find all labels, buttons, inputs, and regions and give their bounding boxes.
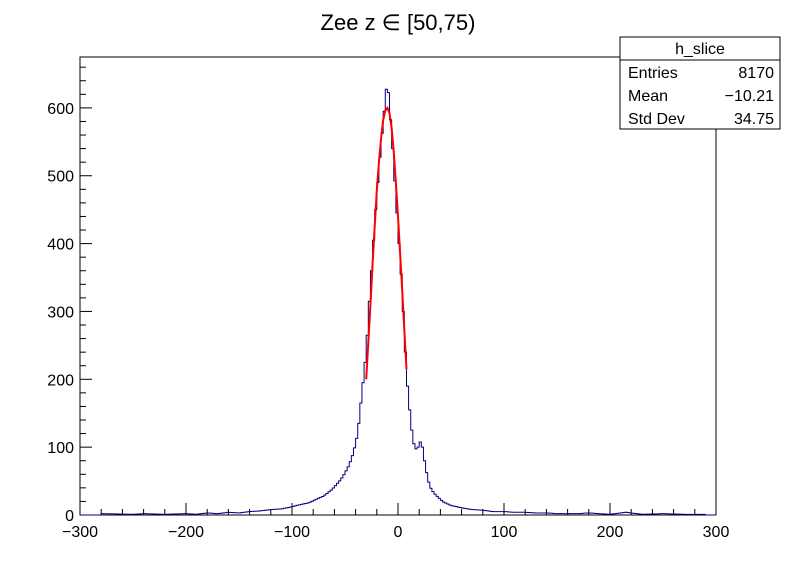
fit-curve (365, 105, 408, 380)
chart-title: Zee z ∈ [50,75) (321, 10, 476, 35)
fit-layer (365, 105, 408, 380)
stats-box: h_slice Entries 8170 Mean −10.21 Std Dev… (619, 36, 781, 130)
x-tick-label: −200 (168, 524, 204, 541)
x-tick-label: 200 (597, 524, 624, 541)
stats-stddev-label: Std Dev (628, 111, 685, 128)
stats-entries-value: 8170 (738, 65, 774, 82)
x-tick-label: −300 (62, 524, 98, 541)
x-tick-label: 300 (703, 524, 730, 541)
stats-mean-label: Mean (628, 88, 668, 105)
x-tick-label: 0 (394, 524, 403, 541)
stats-mean-value: −10.21 (725, 88, 774, 105)
x-tick-label: −100 (274, 524, 310, 541)
y-tick-label: 500 (47, 169, 74, 186)
x-tick-label: 100 (491, 524, 518, 541)
histogram-layer (80, 88, 716, 516)
y-tick-label: 100 (47, 440, 74, 457)
x-axis: −300 −200 −100 0 100 200 300 (62, 503, 729, 541)
y-tick-label: 400 (47, 237, 74, 254)
y-tick-label: 0 (65, 508, 74, 525)
y-axis: 0 100 200 300 400 500 600 (47, 66, 92, 525)
stats-stddev-value: 34.75 (734, 111, 774, 128)
y-tick-label: 300 (47, 304, 74, 321)
y-tick-label: 200 (47, 372, 74, 389)
stats-entries-label: Entries (628, 65, 678, 82)
y-tick-label: 600 (47, 101, 74, 118)
stats-title: h_slice (675, 41, 725, 58)
histogram-series (80, 88, 716, 516)
